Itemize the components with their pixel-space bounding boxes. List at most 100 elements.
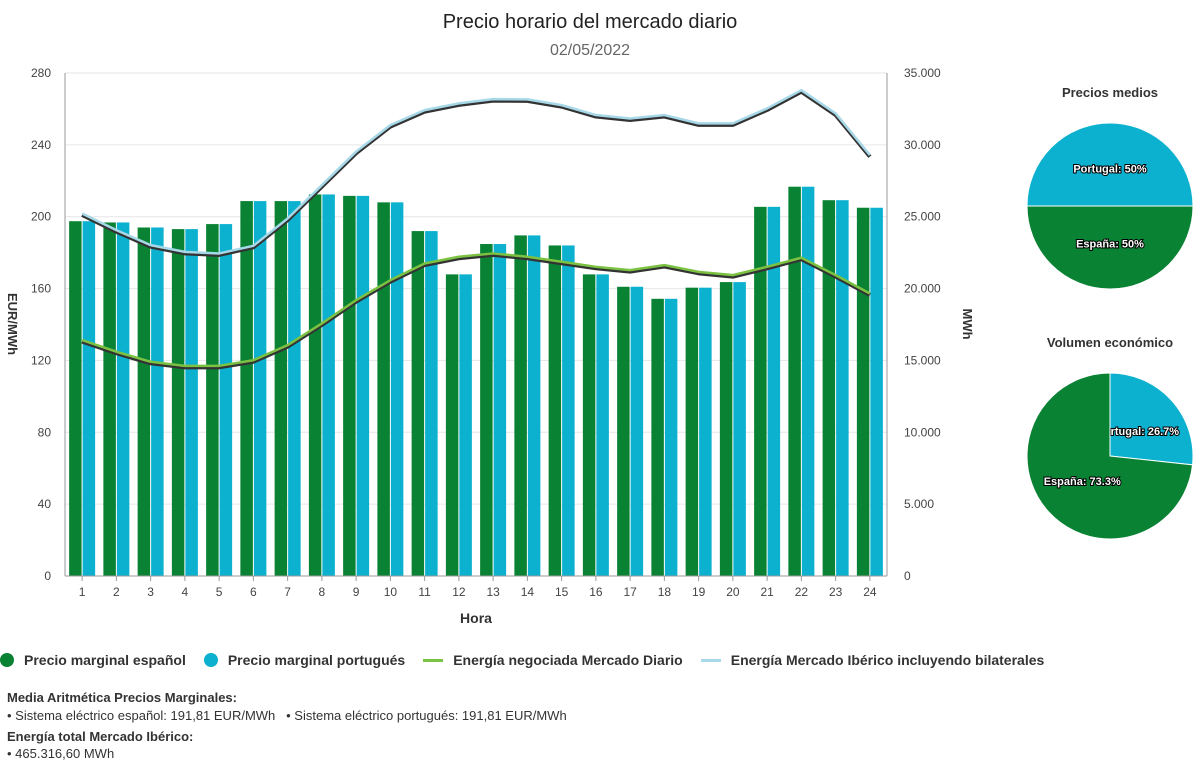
y-axis-right-title: MWh [960, 308, 975, 339]
pie-title: Volumen económico [1047, 335, 1173, 350]
y-tick-label: 240 [31, 138, 51, 152]
bar-precio-espanol [822, 200, 836, 577]
legend-item-precio-portugues[interactable]: Precio marginal portugués [203, 652, 406, 668]
bar-precio-portugues [870, 207, 883, 576]
bar-precio-portugues [767, 206, 781, 576]
bar-precio-espanol [240, 201, 253, 576]
bar-precio-espanol [308, 194, 322, 576]
bar-precio-espanol [343, 195, 356, 576]
x-tick-label: 24 [863, 585, 877, 599]
x-tick-label: 7 [284, 585, 291, 599]
x-tick-label: 22 [795, 585, 809, 599]
pie-slice [1026, 122, 1194, 207]
y-tick-label: 160 [31, 282, 51, 296]
bar-precio-espanol [754, 206, 767, 576]
bar-precio-portugues [322, 194, 335, 576]
chart-subtitle: 02/05/2022 [550, 42, 630, 59]
x-tick-label: 11 [418, 585, 431, 599]
y-tick-label: 200 [31, 210, 51, 224]
x-tick-label: 20 [726, 585, 740, 599]
x-tick-label: 13 [486, 585, 500, 599]
legend-label: Precio marginal español [24, 652, 186, 668]
legend-label: Precio marginal portugués [227, 652, 406, 668]
line-energia-iberico [81, 88, 871, 255]
legend-item-precio-espanol[interactable]: Precio marginal español [0, 652, 186, 668]
bar-precio-portugues [219, 224, 233, 576]
pie-slice-label: España: 50% [1076, 238, 1144, 250]
x-tick-label: 12 [452, 585, 466, 599]
pie-slice-label: España: 73.3% [1044, 476, 1121, 488]
bar-precio-portugues [288, 201, 301, 576]
x-tick-label: 19 [692, 585, 706, 599]
legend-label: Energía negociada Mercado Diario [453, 652, 683, 668]
bar-precio-portugues [356, 195, 370, 576]
bar-precio-portugues [459, 274, 472, 576]
bar-precio-espanol [582, 274, 596, 576]
x-tick-label: 6 [250, 585, 257, 599]
x-tick-label: 2 [113, 585, 120, 599]
y-right-tick-label: 10.000 [904, 425, 941, 439]
y-right-tick-label: 35.000 [904, 66, 941, 80]
bar-precio-portugues [733, 282, 746, 576]
energia-value: • 465.316,60 MWh [7, 746, 115, 761]
x-tick-label: 21 [760, 585, 774, 599]
bar-precio-espanol [171, 229, 185, 576]
bar-precio-portugues [562, 245, 575, 576]
bar-precio-espanol [103, 222, 116, 576]
bar-precio-espanol [719, 282, 733, 576]
pie-slice-label: Portugal: 26.7% [1097, 426, 1180, 438]
legend-item-energia-iberico[interactable]: Energía Mercado Ibérico incluyendo bilat… [700, 652, 1045, 668]
media-pt: • Sistema eléctrico portugués: 191,81 EU… [286, 708, 567, 723]
legend-label: Energía Mercado Ibérico incluyendo bilat… [730, 652, 1045, 668]
legend-line-icon [700, 658, 721, 662]
bar-precio-espanol [788, 186, 801, 576]
x-tick-label: 8 [319, 585, 326, 599]
pie-slice [1026, 372, 1194, 540]
legend: Precio marginal español Precio marginal … [0, 650, 1062, 670]
bar-precio-espanol [548, 245, 562, 576]
bar-precio-portugues [390, 202, 404, 577]
legend-marker-icon [0, 653, 14, 667]
legend-marker-icon [203, 653, 218, 667]
x-tick-label: 9 [353, 585, 360, 599]
bar-precio-portugues [664, 298, 678, 576]
bar-precio-portugues [836, 200, 849, 577]
bar-precio-portugues [151, 227, 164, 576]
bar-precio-portugues [116, 222, 130, 576]
bar-precio-portugues [253, 201, 267, 576]
bar-precio-espanol [206, 224, 219, 576]
legend-line-icon [423, 658, 444, 662]
bar-precio-espanol [411, 231, 425, 577]
legend-item-energia-diario[interactable]: Energía negociada Mercado Diario [423, 652, 683, 668]
bar-precio-espanol [480, 244, 493, 576]
bar-precio-espanol [856, 207, 870, 576]
pie-slice [1026, 205, 1194, 290]
x-tick-label: 17 [623, 585, 637, 599]
bar-precio-espanol [685, 287, 699, 576]
bar-precio-portugues [801, 186, 815, 576]
bar-precio-portugues [493, 244, 507, 576]
bar-precio-espanol [137, 227, 151, 576]
media-es: • Sistema eléctrico español: 191,81 EUR/… [7, 708, 276, 723]
x-tick-label: 15 [555, 585, 569, 599]
x-tick-label: 3 [147, 585, 154, 599]
y-tick-label: 40 [38, 497, 52, 511]
pie-title: Precios medios [1062, 85, 1158, 100]
lines [81, 88, 872, 370]
bar-precio-portugues [630, 286, 644, 576]
pie-slice-label: Portugal: 50% [1073, 164, 1147, 176]
y-tick-label: 280 [31, 66, 51, 80]
x-tick-label: 23 [829, 585, 843, 599]
bar-precio-espanol [445, 274, 459, 576]
x-tick-label: 1 [79, 585, 86, 599]
y-tick-label: 0 [44, 569, 51, 583]
x-tick-label: 18 [658, 585, 672, 599]
y-right-tick-label: 25.000 [904, 210, 941, 224]
line-energia-diario [81, 252, 871, 368]
y-tick-label: 120 [31, 353, 51, 367]
bar-precio-espanol [377, 202, 390, 577]
y-right-tick-label: 5.000 [904, 497, 934, 511]
bars [69, 186, 883, 577]
bar-precio-espanol [514, 235, 527, 576]
bar-precio-portugues [596, 274, 609, 576]
